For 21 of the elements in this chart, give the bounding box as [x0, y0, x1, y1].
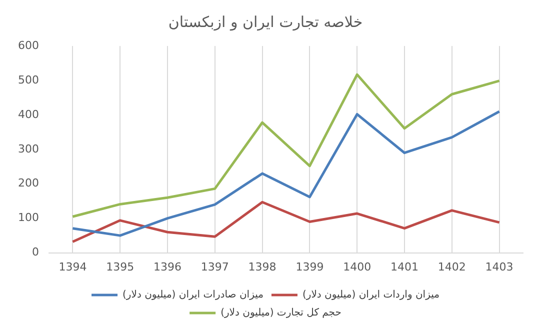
y-tick-label: 600 — [18, 38, 39, 52]
y-tick-label: 100 — [18, 211, 39, 224]
x-tick-label: 1396 — [153, 260, 182, 274]
x-tick-label: 1394 — [58, 260, 87, 274]
y-tick-label: 200 — [18, 176, 39, 190]
legend-label: حجم کل تجارت (میلیون دلار) — [220, 308, 342, 319]
y-tick-label: 400 — [18, 108, 39, 121]
x-tick-label: 1397 — [200, 260, 229, 274]
chart-title: خلاصه تجارت ایران و ازبکستان — [168, 12, 363, 31]
y-tick-label: 500 — [18, 73, 39, 86]
x-tick-label: 1395 — [106, 260, 134, 274]
x-tick-label: 1400 — [343, 260, 372, 274]
x-tick-label: 1399 — [296, 260, 324, 274]
x-tick-label: 1402 — [438, 260, 466, 274]
legend-label: میزان واردات ایران (میلیون دلار) — [302, 290, 440, 301]
x-tick-label: 1398 — [248, 260, 276, 274]
x-tick-label: 1403 — [485, 260, 514, 274]
legend-label: میزان صادرات ایران (میلیون دلار) — [122, 290, 264, 301]
y-tick-label: 300 — [18, 142, 39, 156]
x-tick-label: 1401 — [390, 260, 418, 274]
y-tick-label: 0 — [32, 246, 39, 259]
